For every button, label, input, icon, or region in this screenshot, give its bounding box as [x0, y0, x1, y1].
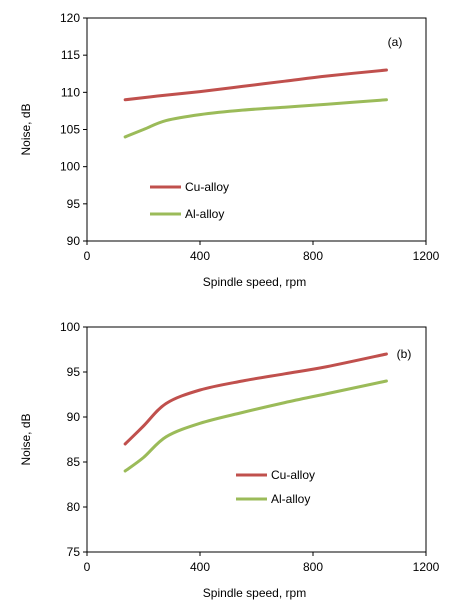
y-tick-label: 75 [67, 545, 81, 559]
series-line-al-alloy [123, 379, 388, 473]
series-line-al-alloy [123, 98, 388, 139]
x-tick-label: 1200 [413, 560, 440, 574]
y-tick-label: 90 [67, 410, 81, 424]
x-tick-label: 0 [84, 560, 91, 574]
legend-label-al-alloy: Al-alloy [271, 492, 310, 506]
y-tick-label: 120 [60, 11, 80, 25]
panel-label: (b) [397, 347, 412, 361]
x-tick-label: 800 [303, 249, 323, 263]
x-axis-label: Spindle speed, rpm [203, 586, 306, 600]
plot-frame [86, 326, 427, 553]
x-tick-label: 0 [84, 249, 91, 263]
series-line-cu-alloy [123, 68, 388, 102]
y-tick-label: 80 [67, 500, 81, 514]
y-tick-label: 95 [67, 365, 81, 379]
x-tick-label: 400 [190, 249, 210, 263]
legend-label-al-alloy: Al-alloy [185, 207, 224, 221]
y-tick-label: 100 [60, 320, 80, 334]
y-axis-label: Noise, dB [19, 103, 33, 155]
series-line-cu-alloy [123, 352, 388, 446]
y-tick-label: 100 [60, 160, 80, 174]
plot-frame [86, 17, 427, 242]
x-tick-label: 800 [303, 560, 323, 574]
x-axis-label: Spindle speed, rpm [203, 275, 306, 289]
y-tick-label: 115 [61, 48, 80, 62]
x-tick-label: 1200 [413, 249, 440, 263]
y-tick-label: 110 [61, 85, 80, 99]
y-tick-label: 85 [67, 455, 81, 469]
panel-label: (a) [388, 35, 403, 49]
y-tick-label: 90 [67, 234, 81, 248]
y-axis-label: Noise, dB [19, 413, 33, 465]
y-tick-label: 95 [67, 197, 81, 211]
legend-label-cu-alloy: Cu-alloy [185, 180, 229, 194]
y-tick-label: 105 [60, 123, 80, 137]
legend-label-cu-alloy: Cu-alloy [271, 468, 315, 482]
chart-panel-b: 75 80 85 90 95 100 0 400 800 1200 Spindle speed, r… [19, 320, 440, 600]
x-tick-label: 400 [190, 560, 210, 574]
